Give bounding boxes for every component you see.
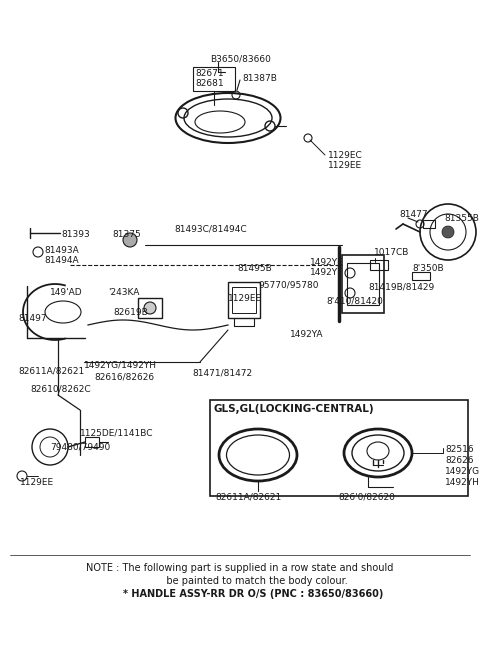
- Bar: [228, 282, 260, 318]
- Text: '243KA: '243KA: [108, 288, 139, 297]
- Bar: [342, 255, 384, 313]
- Bar: [85, 437, 99, 447]
- Text: 82611A/82621: 82611A/82621: [18, 366, 84, 375]
- Text: 1492YA: 1492YA: [290, 330, 324, 339]
- Text: 1125DE/1141BC: 1125DE/1141BC: [80, 428, 154, 437]
- Text: 1492YG: 1492YG: [445, 467, 480, 476]
- Text: 81387B: 81387B: [242, 74, 277, 83]
- Text: 82671: 82671: [195, 69, 224, 78]
- Text: 82681: 82681: [195, 79, 224, 88]
- Text: 1492YE: 1492YE: [310, 258, 344, 267]
- Circle shape: [123, 233, 137, 247]
- Text: 81497: 81497: [18, 314, 47, 323]
- Text: 1129EE: 1129EE: [328, 161, 362, 170]
- Bar: [232, 287, 256, 313]
- Bar: [347, 263, 379, 305]
- Text: 1492YG/1492YH: 1492YG/1492YH: [84, 361, 157, 370]
- Text: GLS,GL(LOCKING-CENTRAL): GLS,GL(LOCKING-CENTRAL): [214, 404, 374, 414]
- Text: 826'0/82620: 826'0/82620: [338, 492, 395, 501]
- Text: 81393: 81393: [61, 230, 90, 239]
- Text: be painted to match the body colour.: be painted to match the body colour.: [132, 576, 348, 586]
- Text: 1129EE: 1129EE: [228, 294, 262, 303]
- Text: 82626: 82626: [445, 456, 473, 465]
- Text: 81493C/81494C: 81493C/81494C: [174, 224, 247, 233]
- Bar: [423, 220, 435, 228]
- Text: 81419B/81429: 81419B/81429: [368, 282, 434, 291]
- Bar: [193, 67, 235, 91]
- Text: 81495B: 81495B: [237, 264, 272, 273]
- Text: 81471/81472: 81471/81472: [192, 368, 252, 377]
- Bar: [138, 298, 162, 318]
- Text: 81355B: 81355B: [444, 214, 479, 223]
- Text: 81493A: 81493A: [44, 246, 79, 255]
- Text: 1129EE: 1129EE: [20, 478, 54, 487]
- Text: 79480/79490: 79480/79490: [50, 442, 110, 451]
- Text: * HANDLE ASSY-RR DR O/S (PNC : 83650/83660): * HANDLE ASSY-RR DR O/S (PNC : 83650/836…: [96, 589, 384, 599]
- Text: 82619B: 82619B: [113, 308, 148, 317]
- Text: 8'410/81420: 8'410/81420: [326, 296, 383, 305]
- Text: 81375: 81375: [112, 230, 141, 239]
- Circle shape: [442, 226, 454, 238]
- Bar: [370, 260, 388, 270]
- Text: 82610/8262C: 82610/8262C: [30, 384, 91, 393]
- Text: 8'350B: 8'350B: [412, 264, 444, 273]
- Text: 82611A/82621: 82611A/82621: [215, 493, 281, 502]
- Text: 81494A: 81494A: [44, 256, 79, 265]
- Text: 1492YH: 1492YH: [445, 478, 480, 487]
- Text: NOTE : The following part is supplied in a row state and should: NOTE : The following part is supplied in…: [86, 563, 394, 573]
- Text: B3650/83660: B3650/83660: [210, 54, 271, 63]
- Bar: [210, 400, 468, 496]
- Text: 82616/82626: 82616/82626: [94, 373, 154, 382]
- Text: 1017CB: 1017CB: [374, 248, 409, 257]
- Circle shape: [144, 302, 156, 314]
- Bar: [412, 272, 430, 280]
- Text: 149'AD: 149'AD: [50, 288, 83, 297]
- Text: 95770/95780: 95770/95780: [258, 281, 319, 290]
- Text: 1492YF: 1492YF: [310, 268, 343, 277]
- Text: 82516: 82516: [445, 445, 474, 454]
- Text: 81477: 81477: [399, 210, 428, 219]
- Text: 1129EC: 1129EC: [328, 151, 363, 160]
